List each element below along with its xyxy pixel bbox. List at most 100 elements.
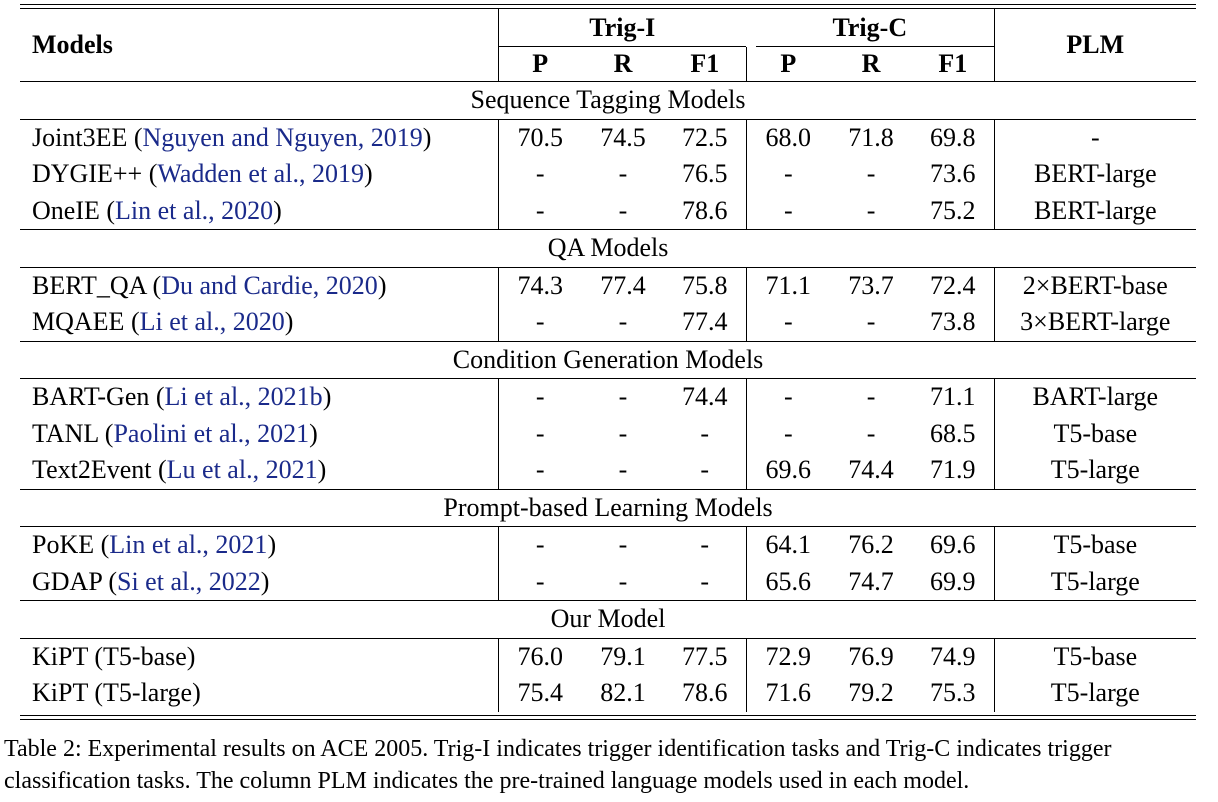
- section-title: QA Models: [20, 229, 1197, 268]
- section-title: Prompt-based Learning Models: [20, 488, 1197, 527]
- score-cell: 77.4: [664, 304, 747, 341]
- table-row: GDAP (Si et al., 2022) - - -65.6 74.7 69.9 T5-…: [20, 563, 1196, 601]
- score-cell: 78.6: [664, 675, 747, 712]
- model-name: Text2Event: [32, 455, 152, 484]
- citation-link[interactable]: Lu et al., 2021: [166, 455, 318, 484]
- model-cell: Text2Event (Lu et al., 2021): [20, 452, 499, 489]
- score-cell: 73.6: [912, 156, 995, 193]
- model-cell: KiPT (T5-large): [20, 675, 499, 712]
- section-header-row: Sequence Tagging Models: [20, 81, 1197, 120]
- score-cell: 78.6: [664, 192, 747, 230]
- section-header-row: Our Model: [20, 600, 1197, 639]
- model-cell: DYGIE++ (Wadden et al., 2019): [20, 156, 499, 193]
- citation-link[interactable]: Si et al., 2022: [117, 566, 261, 596]
- citation-link[interactable]: Lin et al., 2021: [109, 530, 268, 559]
- bottom-rule-inner: [20, 714, 1196, 716]
- plm-cell: BART-large: [1032, 382, 1159, 411]
- score-cell: 69.8: [912, 119, 995, 156]
- score-cell: -: [664, 452, 747, 489]
- model-cell: TANL (Paolini et al., 2021): [20, 415, 499, 452]
- score-cell: -: [535, 566, 545, 596]
- model-cell: PoKE (Lin et al., 2021): [20, 526, 499, 564]
- score-cell: 77.4: [600, 270, 646, 300]
- score-cell: 71.9: [912, 452, 995, 489]
- score-cell: 74.9: [912, 638, 995, 675]
- citation-link[interactable]: Li et al., 2020: [139, 307, 285, 336]
- score-cell: 75.2: [912, 192, 995, 230]
- score-cell: 69.9: [912, 563, 995, 601]
- score-cell: -: [783, 159, 793, 188]
- model-cell: OneIE (Lin et al., 2020): [20, 192, 499, 230]
- header-models: Models: [20, 9, 499, 82]
- score-cell: -: [783, 418, 793, 448]
- table-row: BART-Gen (Li et al., 2021b) - - 74.4 - - 71.1 B…: [20, 378, 1196, 416]
- model-cell: MQAEE (Li et al., 2020): [20, 304, 499, 341]
- score-cell: -: [618, 418, 628, 448]
- citation-link[interactable]: Nguyen and Nguyen, 2019: [142, 122, 423, 152]
- score-cell: 82.1: [600, 678, 646, 707]
- score-cell: 77.5: [664, 638, 747, 675]
- score-cell: 73.7: [848, 270, 894, 300]
- score-cell: -: [535, 159, 545, 188]
- top-rule-inner: [20, 8, 1196, 9]
- score-cell: 70.5: [517, 122, 564, 152]
- score-cell: -: [618, 195, 628, 225]
- section-title: Sequence Tagging Models: [20, 81, 1197, 120]
- subheader-p: P: [532, 49, 549, 78]
- model-cell: BERT_QA (Du and Cardie, 2020): [20, 267, 499, 304]
- top-rule: [20, 4, 1196, 5]
- score-cell: -: [535, 418, 545, 448]
- model-name: GDAP: [32, 566, 102, 596]
- header-trig-i: Trig-I: [498, 9, 747, 47]
- plm-cell: -: [1090, 122, 1100, 152]
- score-cell: 72.4: [912, 267, 995, 304]
- score-cell: -: [618, 382, 628, 411]
- score-cell: 69.6: [765, 455, 812, 484]
- score-cell: -: [664, 563, 747, 601]
- citation-link[interactable]: Lin et al., 2020: [115, 195, 274, 225]
- subheader-r: R: [613, 49, 633, 78]
- citation-link[interactable]: Paolini et al., 2021: [113, 418, 310, 448]
- section-header-row: Prompt-based Learning Models: [20, 488, 1197, 527]
- score-cell: -: [783, 382, 793, 411]
- citation-link[interactable]: Li et al., 2021b: [164, 382, 323, 411]
- score-cell: -: [535, 530, 545, 559]
- score-cell: 74.4: [664, 378, 747, 416]
- score-cell: 79.1: [600, 641, 646, 671]
- plm-cell: T5-large: [1050, 566, 1140, 596]
- plm-cell: T5-base: [1053, 641, 1138, 671]
- score-cell: 68.0: [765, 122, 812, 152]
- score-cell: 71.1: [912, 378, 995, 416]
- score-cell: -: [535, 195, 545, 225]
- citation-link[interactable]: Du and Cardie, 2020: [161, 270, 378, 300]
- bottom-rule: [20, 718, 1196, 720]
- score-cell: -: [866, 307, 876, 336]
- model-cell: GDAP (Si et al., 2022): [20, 563, 499, 601]
- table-row: KiPT (T5-base) 76.0 79.1 77.5 72.9 76.9 74.9 T5…: [20, 638, 1196, 675]
- subheader-f1: F1: [664, 47, 747, 82]
- model-name: Joint3EE: [32, 122, 128, 152]
- model-name: OneIE: [32, 195, 100, 225]
- score-cell: 79.2: [848, 678, 894, 707]
- results-table: Models Trig-I Trig-C PLM P R F1 P R F1 S…: [20, 9, 1197, 712]
- subheader-f1: F1: [912, 47, 995, 82]
- header-trig-c: Trig-C: [746, 9, 995, 47]
- model-name: KiPT (T5-base): [32, 641, 196, 671]
- plm-cell: BERT-large: [1033, 159, 1157, 188]
- model-cell: KiPT (T5-base): [20, 638, 499, 675]
- model-name: PoKE: [32, 530, 95, 559]
- score-cell: -: [783, 195, 793, 225]
- subheader-r: R: [861, 49, 881, 78]
- score-cell: 64.1: [765, 530, 812, 559]
- model-cell: Joint3EE (Nguyen and Nguyen, 2019): [20, 119, 499, 156]
- score-cell: -: [866, 195, 876, 225]
- score-cell: 72.9: [765, 641, 812, 671]
- score-cell: 75.4: [517, 678, 564, 707]
- plm-cell: T5-large: [1050, 678, 1140, 707]
- header-plm: PLM: [1066, 30, 1125, 59]
- score-cell: -: [535, 455, 545, 484]
- score-cell: -: [535, 307, 545, 336]
- citation-link[interactable]: Wadden et al., 2019: [157, 159, 364, 188]
- table-caption: Table 2: Experimental results on ACE 200…: [4, 736, 1112, 794]
- score-cell: 75.3: [912, 675, 995, 712]
